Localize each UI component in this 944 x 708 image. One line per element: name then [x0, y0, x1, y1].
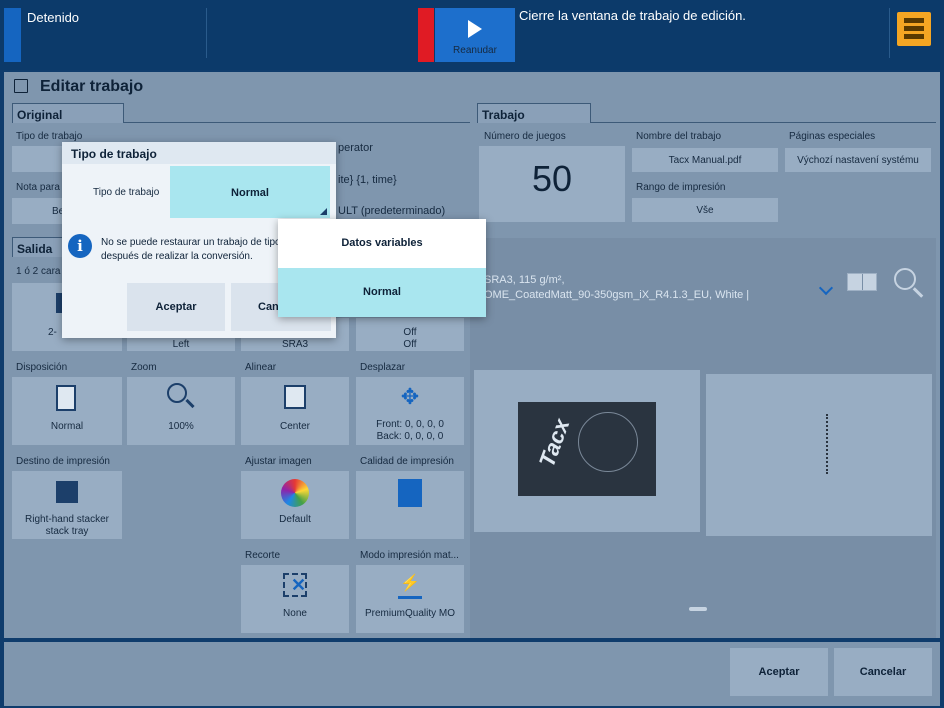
queue-icon — [904, 18, 924, 23]
printer-state-text: Detenido — [27, 10, 80, 25]
align-tile[interactable]: Center — [241, 377, 349, 445]
cover-image: Tacx — [518, 402, 656, 496]
image-adjust-label: Ajustar imagen — [245, 456, 312, 467]
dropdown-option-normal[interactable]: Normal — [278, 268, 486, 317]
close-icon: ✕ — [291, 575, 307, 595]
align-label: Alinear — [245, 362, 277, 373]
dialog-accept-button[interactable]: Aceptar — [127, 283, 225, 331]
layout-tile[interactable]: Normal — [12, 377, 122, 445]
media-info-line2: OME_CoatedMatt_90-350gsm_iX_R4.1.3_EU, W… — [484, 289, 750, 301]
search-icon[interactable] — [894, 268, 916, 290]
job-type-field-label: Tipo de trabajo — [93, 187, 160, 198]
edit-icon — [14, 79, 28, 93]
dropdown-option-variable-data[interactable]: Datos variables — [278, 219, 486, 268]
page-thumbnail-back[interactable] — [706, 374, 932, 536]
matte-mode-tile[interactable]: ⚡ PremiumQuality MO — [356, 565, 464, 633]
sets-tile[interactable]: 50 — [479, 146, 625, 222]
align-center-icon — [284, 385, 306, 409]
resume-button[interactable]: Reanudar — [435, 8, 515, 62]
sides-label: 1 ó 2 cara — [16, 266, 61, 277]
document-icon — [56, 385, 76, 411]
job-name-tile[interactable]: Tacx Manual.pdf — [632, 148, 778, 172]
printer-state-indicator — [4, 8, 21, 62]
trim-icon — [283, 573, 307, 597]
info-icon: i — [68, 234, 92, 258]
job-name-label: Nombre del trabajo — [636, 131, 722, 142]
sets-value: 50 — [531, 158, 573, 199]
tab-original[interactable]: Original — [12, 103, 124, 123]
time-text: ite} {1, time} — [338, 174, 397, 186]
job-type-label: Tipo de trabajo — [16, 131, 83, 142]
page-title: Editar trabajo — [40, 78, 144, 95]
tab-trabajo[interactable]: Trabajo — [477, 103, 591, 123]
matte-mode-label: Modo impresión mat... — [360, 550, 459, 561]
magnifier-icon — [167, 383, 187, 403]
output-destination-label: Destino de impresión — [16, 456, 110, 467]
print-quality-icon — [398, 479, 422, 507]
default-text: ULT (predeterminado) — [338, 205, 446, 217]
zoom-tile[interactable]: 100% — [127, 377, 235, 445]
move-arrows-icon: ✥ — [400, 384, 420, 409]
finishing-tile[interactable]: Off Off — [356, 318, 464, 351]
special-pages-tile[interactable]: Výchozí nastavení systému — [785, 148, 931, 172]
cancel-button[interactable]: Cancelar — [834, 648, 932, 696]
trim-tile[interactable]: ✕ None — [241, 565, 349, 633]
divider — [206, 8, 207, 58]
trim-label: Recorte — [245, 550, 281, 561]
page-slider[interactable] — [689, 607, 707, 611]
dropdown-corner-icon — [320, 208, 327, 215]
operator-text: perator — [338, 142, 373, 154]
sets-label: Número de juegos — [484, 131, 566, 142]
output-destination-tile[interactable]: Right-hand stacker stack tray — [12, 471, 122, 539]
media-info-line1: SRA3, 115 g/m², — [484, 274, 565, 286]
layout-label: Disposición — [16, 362, 68, 373]
note-tile[interactable]: Be — [12, 198, 64, 224]
zoom-label: Zoom — [131, 362, 157, 373]
print-range-tile[interactable]: Vše — [632, 198, 778, 222]
status-message: Cierre la ventana de trabajo de edición. — [519, 8, 746, 23]
job-type-tile[interactable] — [12, 146, 62, 172]
special-pages-label: Páginas especiales — [789, 131, 876, 142]
print-range-label: Rango de impresión — [636, 182, 726, 193]
dialog-title: Tipo de trabajo — [62, 142, 336, 164]
print-quality-label: Calidad de impresión — [360, 456, 454, 467]
image-adjust-tile[interactable]: Default — [241, 471, 349, 539]
book-view-icon[interactable] — [847, 273, 877, 291]
accept-button[interactable]: Aceptar — [730, 648, 828, 696]
job-queue-button[interactable] — [897, 12, 931, 46]
info-message: No se puede restaurar un trabajo de tipo… — [101, 237, 281, 262]
note-label: Nota para — [16, 182, 60, 193]
page-thumbnail-front[interactable]: Tacx — [474, 370, 700, 532]
premium-quality-icon: ⚡ — [398, 573, 422, 599]
error-indicator — [418, 8, 434, 62]
brand-logo: Tacx — [534, 415, 575, 471]
divider — [889, 8, 890, 58]
stacker-icon — [56, 481, 78, 503]
shift-label: Desplazar — [360, 362, 406, 373]
play-icon — [468, 20, 482, 38]
color-wheel-icon — [281, 479, 309, 507]
job-type-select[interactable]: Normal — [170, 166, 330, 218]
shift-tile[interactable]: ✥ Front: 0, 0, 0, 0 Back: 0, 0, 0, 0 — [356, 377, 464, 445]
print-quality-tile[interactable] — [356, 471, 464, 539]
